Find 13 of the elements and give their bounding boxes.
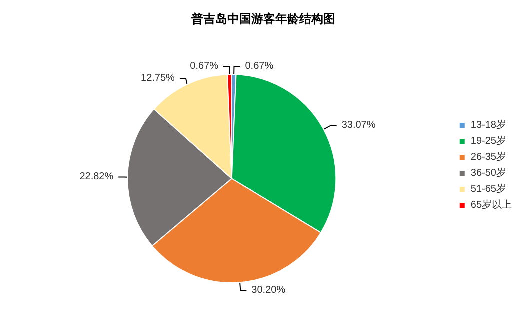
legend-label: 26-35岁 (470, 151, 506, 163)
data-label: 0.67% (245, 61, 274, 72)
legend-label: 36-50岁 (470, 167, 506, 179)
legend-label: 65岁以上 (470, 199, 512, 211)
data-label: 22.82% (80, 172, 114, 183)
data-label: 0.67% (190, 61, 219, 72)
legend-label: 13-18岁 (470, 119, 506, 131)
data-label: 30.20% (252, 285, 286, 296)
legend-label: 19-25岁 (470, 135, 506, 147)
data-label: 33.07% (342, 120, 376, 132)
data-label: 12.75% (141, 73, 176, 84)
chart-title: 普吉岛中国游客年龄结构图 (190, 12, 336, 26)
legend-label: 51-65岁 (470, 183, 506, 195)
